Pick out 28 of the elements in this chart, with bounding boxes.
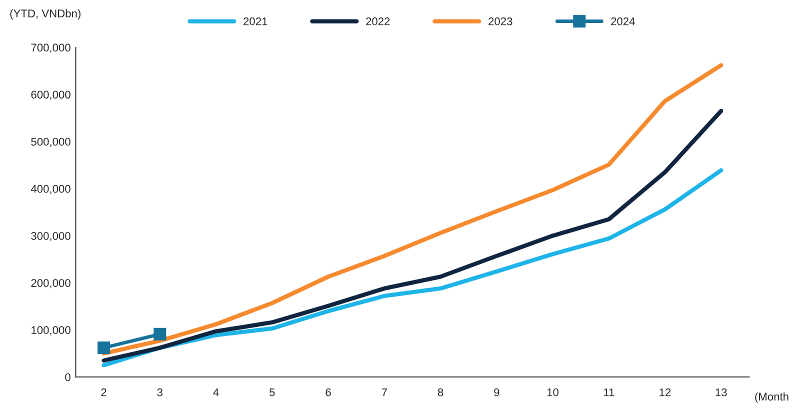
- x-tick-label: 2: [101, 388, 106, 396]
- y-axis-title: (YTD, VNDbn): [10, 9, 80, 20]
- x-tick-label: 4: [213, 388, 219, 396]
- x-tick-label: 12: [660, 388, 671, 396]
- line-series: [102, 108, 724, 363]
- y-tick-label: 200,000: [31, 279, 70, 288]
- line-series: [102, 168, 724, 368]
- y-tick-label: 0: [65, 373, 70, 382]
- y-tick-label: 400,000: [30, 184, 70, 194]
- legend-label: 2023: [488, 17, 512, 26]
- x-tick-label: 7: [382, 388, 387, 396]
- legend-label: 2022: [366, 17, 390, 26]
- legend-label: 2024: [611, 17, 635, 26]
- x-tick-label: 11: [604, 388, 614, 396]
- y-tick-label: 300,000: [31, 232, 70, 242]
- y-tick-label: 100,000: [32, 326, 70, 336]
- legend-label: 2021: [244, 17, 268, 26]
- x-tick-label: 9: [494, 388, 500, 396]
- x-tick-label: 5: [269, 388, 275, 396]
- y-tick-label: 500,000: [31, 138, 70, 147]
- x-tick-label: 10: [547, 388, 558, 396]
- x-axis-title: (Month: [755, 392, 788, 403]
- y-tick-label: 600,000: [31, 90, 70, 100]
- x-tick-label: 3: [157, 388, 162, 396]
- x-tick-label: 8: [438, 388, 444, 396]
- y-tick-label: 700,000: [31, 44, 70, 53]
- x-tick-label: 6: [326, 388, 331, 396]
- x-tick-label: 13: [716, 388, 727, 396]
